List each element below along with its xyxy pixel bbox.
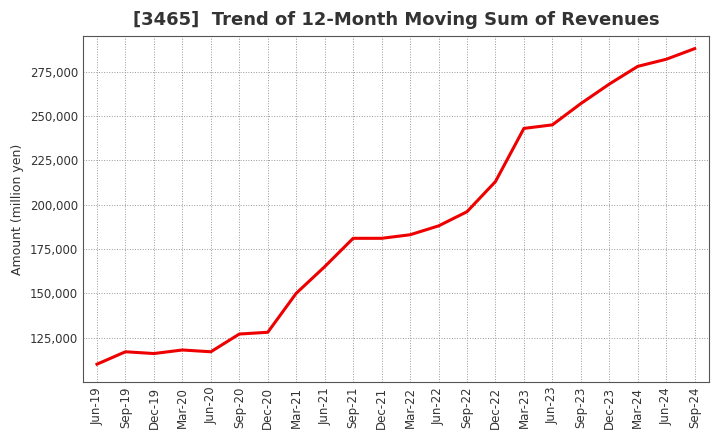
Y-axis label: Amount (million yen): Amount (million yen) (11, 143, 24, 275)
Title: [3465]  Trend of 12-Month Moving Sum of Revenues: [3465] Trend of 12-Month Moving Sum of R… (132, 11, 659, 29)
